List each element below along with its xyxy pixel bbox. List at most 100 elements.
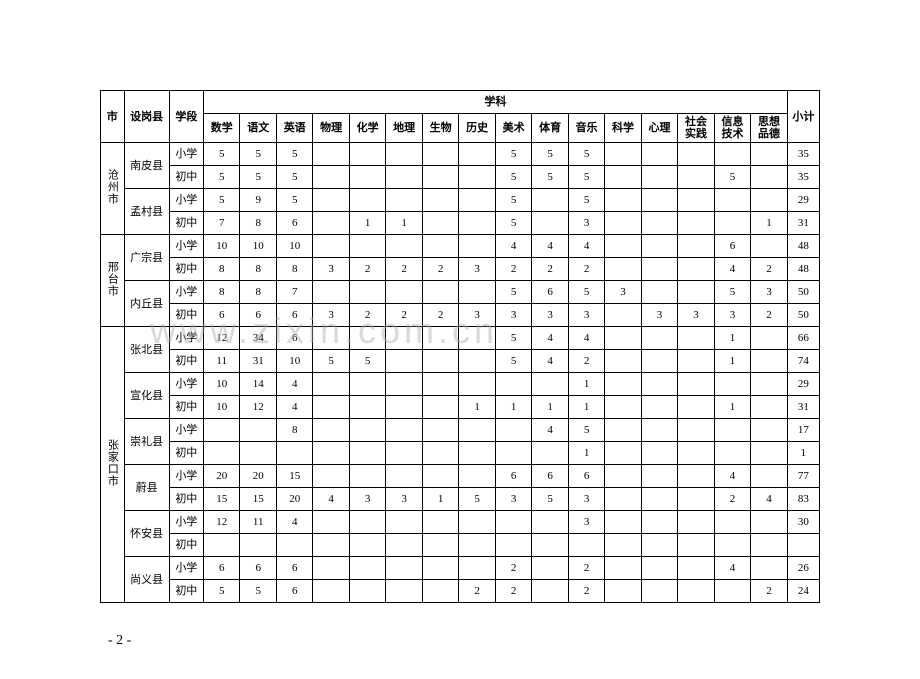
- table-row: 初中555555535: [101, 166, 820, 189]
- header-subject: 物理: [313, 114, 349, 143]
- value-cell: 5: [495, 166, 531, 189]
- level-cell: 小学: [169, 143, 203, 166]
- value-cell: 15: [240, 488, 276, 511]
- value-cell: 10: [276, 350, 312, 373]
- value-cell: [386, 419, 422, 442]
- value-cell: [678, 235, 714, 258]
- value-cell: [386, 143, 422, 166]
- value-cell: 15: [203, 488, 239, 511]
- value-cell: 2: [386, 304, 422, 327]
- value-cell: [678, 442, 714, 465]
- value-cell: [386, 327, 422, 350]
- header-subject: 美术: [495, 114, 531, 143]
- total-cell: 83: [787, 488, 819, 511]
- table-row: 蔚县小学202015666477: [101, 465, 820, 488]
- total-cell: 31: [787, 212, 819, 235]
- value-cell: [203, 442, 239, 465]
- value-cell: [641, 511, 677, 534]
- value-cell: [678, 143, 714, 166]
- value-cell: 8: [203, 281, 239, 304]
- value-cell: [422, 327, 458, 350]
- value-cell: 2: [568, 557, 604, 580]
- value-cell: [459, 212, 495, 235]
- total-cell: 30: [787, 511, 819, 534]
- value-cell: 8: [203, 258, 239, 281]
- value-cell: [459, 166, 495, 189]
- value-cell: [605, 488, 641, 511]
- value-cell: 20: [240, 465, 276, 488]
- value-cell: [532, 442, 568, 465]
- value-cell: [641, 442, 677, 465]
- value-cell: 3: [313, 258, 349, 281]
- value-cell: [313, 281, 349, 304]
- value-cell: [605, 166, 641, 189]
- value-cell: 1: [495, 396, 531, 419]
- value-cell: [751, 235, 787, 258]
- value-cell: [349, 327, 385, 350]
- page-footer: - 2 -: [100, 633, 820, 649]
- header-subject: 体育: [532, 114, 568, 143]
- value-cell: 8: [240, 258, 276, 281]
- value-cell: 6: [240, 557, 276, 580]
- value-cell: [605, 350, 641, 373]
- value-cell: [678, 350, 714, 373]
- value-cell: 5: [568, 166, 604, 189]
- value-cell: [641, 396, 677, 419]
- value-cell: 6: [714, 235, 750, 258]
- value-cell: 12: [203, 511, 239, 534]
- value-cell: [386, 580, 422, 603]
- value-cell: 2: [532, 258, 568, 281]
- value-cell: 15: [276, 465, 312, 488]
- value-cell: 4: [532, 419, 568, 442]
- city-cell: 邢台市: [101, 235, 125, 327]
- value-cell: [641, 143, 677, 166]
- header-city: 市: [101, 91, 125, 143]
- value-cell: [605, 189, 641, 212]
- value-cell: 5: [240, 580, 276, 603]
- value-cell: [678, 258, 714, 281]
- value-cell: [605, 327, 641, 350]
- value-cell: [422, 396, 458, 419]
- city-cell: 沧州市: [101, 143, 125, 235]
- table-row: 沧州市南皮县小学55555535: [101, 143, 820, 166]
- value-cell: [678, 465, 714, 488]
- value-cell: [641, 212, 677, 235]
- value-cell: [459, 189, 495, 212]
- value-cell: [605, 373, 641, 396]
- value-cell: 4: [276, 396, 312, 419]
- value-cell: 3: [349, 488, 385, 511]
- total-cell: 17: [787, 419, 819, 442]
- value-cell: 2: [386, 258, 422, 281]
- header-subject: 地理: [386, 114, 422, 143]
- value-cell: [641, 327, 677, 350]
- value-cell: 5: [532, 166, 568, 189]
- level-cell: 初中: [169, 396, 203, 419]
- value-cell: 2: [751, 258, 787, 281]
- header-subject: 语文: [240, 114, 276, 143]
- value-cell: [240, 534, 276, 557]
- total-cell: 24: [787, 580, 819, 603]
- value-cell: 1: [386, 212, 422, 235]
- table-row: 初中556222224: [101, 580, 820, 603]
- value-cell: 7: [203, 212, 239, 235]
- value-cell: [678, 580, 714, 603]
- value-cell: [386, 534, 422, 557]
- value-cell: [532, 189, 568, 212]
- value-cell: [459, 419, 495, 442]
- value-cell: 2: [349, 258, 385, 281]
- value-cell: 8: [276, 419, 312, 442]
- value-cell: 1: [751, 212, 787, 235]
- table-header: 市 设岗县 学段 学科 小计 数学语文英语物理化学地理生物历史美术体育音乐科学心…: [101, 91, 820, 143]
- value-cell: [459, 235, 495, 258]
- city-cell: 张家口市: [101, 327, 125, 603]
- value-cell: 5: [495, 327, 531, 350]
- value-cell: [349, 557, 385, 580]
- value-cell: [751, 419, 787, 442]
- value-cell: 2: [568, 580, 604, 603]
- value-cell: [678, 419, 714, 442]
- value-cell: [386, 281, 422, 304]
- value-cell: [386, 511, 422, 534]
- total-cell: 48: [787, 258, 819, 281]
- value-cell: [386, 396, 422, 419]
- value-cell: [678, 488, 714, 511]
